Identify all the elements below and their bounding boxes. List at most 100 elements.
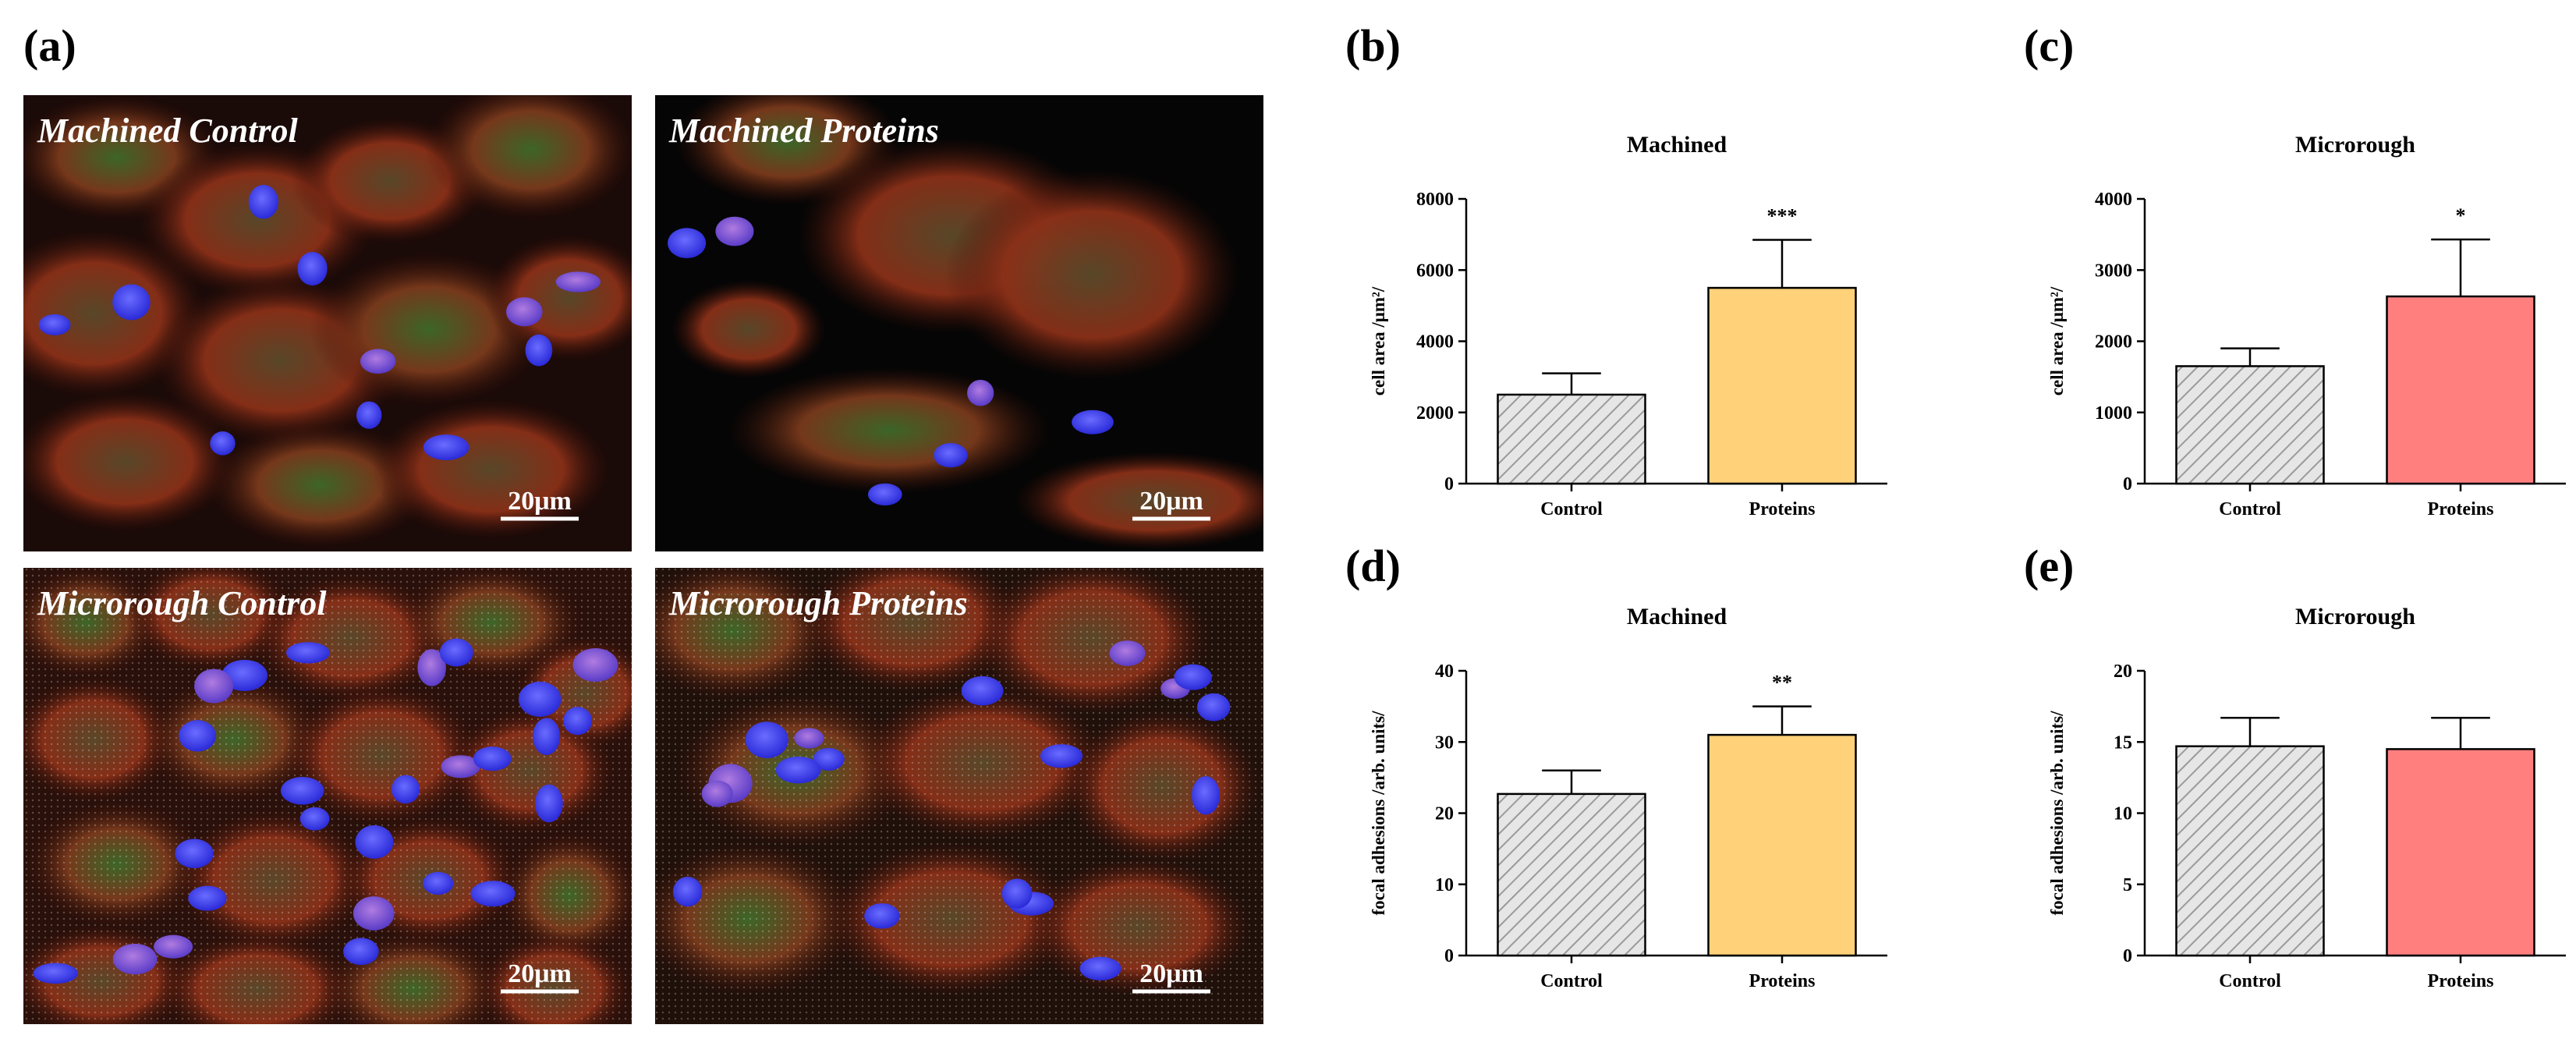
- cell-body: [944, 169, 1239, 380]
- scale-bar-label: 20μm: [508, 487, 572, 516]
- nucleus: [1079, 956, 1121, 980]
- panel-label-d: (d): [1345, 541, 1401, 591]
- y-tick-label: 0: [1444, 946, 1454, 966]
- nucleus: [112, 943, 158, 975]
- nucleus: [356, 401, 382, 429]
- y-tick-label: 6000: [1416, 261, 1454, 281]
- nucleus: [775, 756, 821, 784]
- y-axis-label: focal adhesions /arb. units/: [2047, 711, 2067, 916]
- nucleus: [473, 746, 512, 771]
- nucleus: [535, 784, 563, 823]
- nucleus: [194, 668, 234, 704]
- nucleus: [297, 251, 328, 286]
- cell-body: [425, 95, 632, 220]
- nucleus: [745, 722, 788, 758]
- panel-label-b: (b): [1345, 20, 1401, 71]
- nucleus: [813, 747, 845, 771]
- nucleus: [715, 216, 754, 246]
- nucleus: [555, 271, 601, 293]
- cell-body: [728, 367, 1051, 494]
- y-tick-label: 2000: [2095, 332, 2132, 353]
- micrograph-microrough-control: Microrough Control 20μm: [23, 568, 632, 1024]
- bar-control: [1497, 792, 1646, 957]
- y-tick-label: 4000: [1416, 332, 1454, 353]
- nucleus: [864, 903, 900, 929]
- nucleus: [525, 334, 553, 367]
- nucleus: [572, 648, 618, 683]
- nucleus: [353, 896, 395, 931]
- chart-d: Machined focal adhesions /arb. units/0 10 2…: [1369, 604, 1887, 991]
- significance-marker: *: [2456, 204, 2466, 227]
- nucleus: [360, 349, 396, 374]
- nucleus: [38, 314, 71, 335]
- nucleus: [668, 228, 707, 259]
- y-tick-label: 8000: [1416, 190, 1454, 210]
- micrograph-title: Machined Proteins: [668, 112, 939, 150]
- x-tick-label: Proteins: [2428, 499, 2494, 519]
- micrograph-title: Microrough Proteins: [668, 584, 968, 622]
- x-tick-label: Control: [2219, 499, 2281, 519]
- chart-e: Microrough focal adhesions /arb. units/0 5…: [2047, 604, 2566, 991]
- nucleus: [355, 825, 394, 859]
- nucleus: [179, 720, 216, 752]
- cell-body: [23, 392, 237, 532]
- nucleus: [470, 881, 516, 907]
- panel-label-c: (c): [2024, 20, 2074, 71]
- nucleus: [441, 755, 480, 778]
- x-tick-label: Proteins: [2428, 971, 2494, 991]
- y-tick-label: 2000: [1416, 403, 1454, 424]
- cell-texture: [655, 568, 1263, 1024]
- y-axis-label: focal adhesions /arb. units/: [1369, 711, 1388, 916]
- cell-body: [1014, 452, 1263, 550]
- y-tick-label: 40: [1435, 661, 1454, 682]
- y-tick-label: 30: [1435, 732, 1454, 753]
- bar-control: [2175, 365, 2325, 485]
- chart-title: Machined: [1627, 604, 1727, 629]
- x-tick-label: Control: [2219, 971, 2281, 991]
- y-tick-label: 0: [1444, 474, 1454, 495]
- nucleus: [417, 649, 446, 686]
- y-tick-label: 4000: [2095, 190, 2132, 210]
- nucleus: [961, 675, 1004, 706]
- nucleus: [934, 443, 968, 468]
- nucleus: [867, 483, 902, 506]
- panel-label-e: (e): [2024, 541, 2074, 591]
- nucleus: [423, 871, 454, 895]
- cell-body: [485, 235, 632, 361]
- nucleus: [1174, 664, 1212, 690]
- chart-title: Microrough: [2295, 604, 2415, 629]
- y-tick-label: 20: [1435, 804, 1454, 824]
- nucleus: [1040, 744, 1083, 768]
- scale-bar-label: 20μm: [1139, 959, 1203, 988]
- y-axis-label: cell area /μm²/: [1369, 286, 1388, 395]
- nucleus: [1072, 410, 1114, 434]
- nucleus: [518, 681, 562, 717]
- nucleus: [1109, 640, 1146, 666]
- nucleus: [506, 297, 543, 327]
- x-tick-label: Proteins: [1749, 499, 1816, 519]
- bar-proteins: [1707, 733, 1857, 957]
- micrograph-microrough-proteins: Microrough Proteins 20μm: [655, 568, 1263, 1024]
- nucleus: [1001, 878, 1033, 909]
- y-tick-label: 3000: [2095, 261, 2132, 281]
- micrograph-machined-control: Machined Control 20μm: [23, 95, 632, 551]
- chart-b: Machined cell area /μm²/0 2000 4000 6000 8000…: [1369, 132, 1887, 519]
- nucleus: [112, 284, 151, 321]
- panel-label-a: (a): [23, 20, 76, 71]
- x-tick-label: Control: [1540, 499, 1603, 519]
- y-axis-label: cell area /μm²/: [2047, 286, 2067, 395]
- nucleus: [423, 434, 469, 460]
- y-tick-label: 1000: [2095, 403, 2132, 424]
- nucleus: [533, 718, 561, 755]
- y-tick-label: 0: [2123, 946, 2132, 966]
- chart-title: Microrough: [2295, 132, 2415, 158]
- nucleus: [33, 963, 78, 984]
- x-tick-label: Proteins: [1749, 971, 1816, 991]
- nucleus: [701, 780, 733, 807]
- chart-c: Microrough cell area /μm²/0 1000 2000 3000 40…: [2047, 132, 2566, 519]
- nucleus: [794, 728, 824, 749]
- y-tick-label: 0: [2123, 474, 2132, 495]
- y-tick-label: 10: [2114, 804, 2132, 824]
- cell-body: [671, 280, 826, 378]
